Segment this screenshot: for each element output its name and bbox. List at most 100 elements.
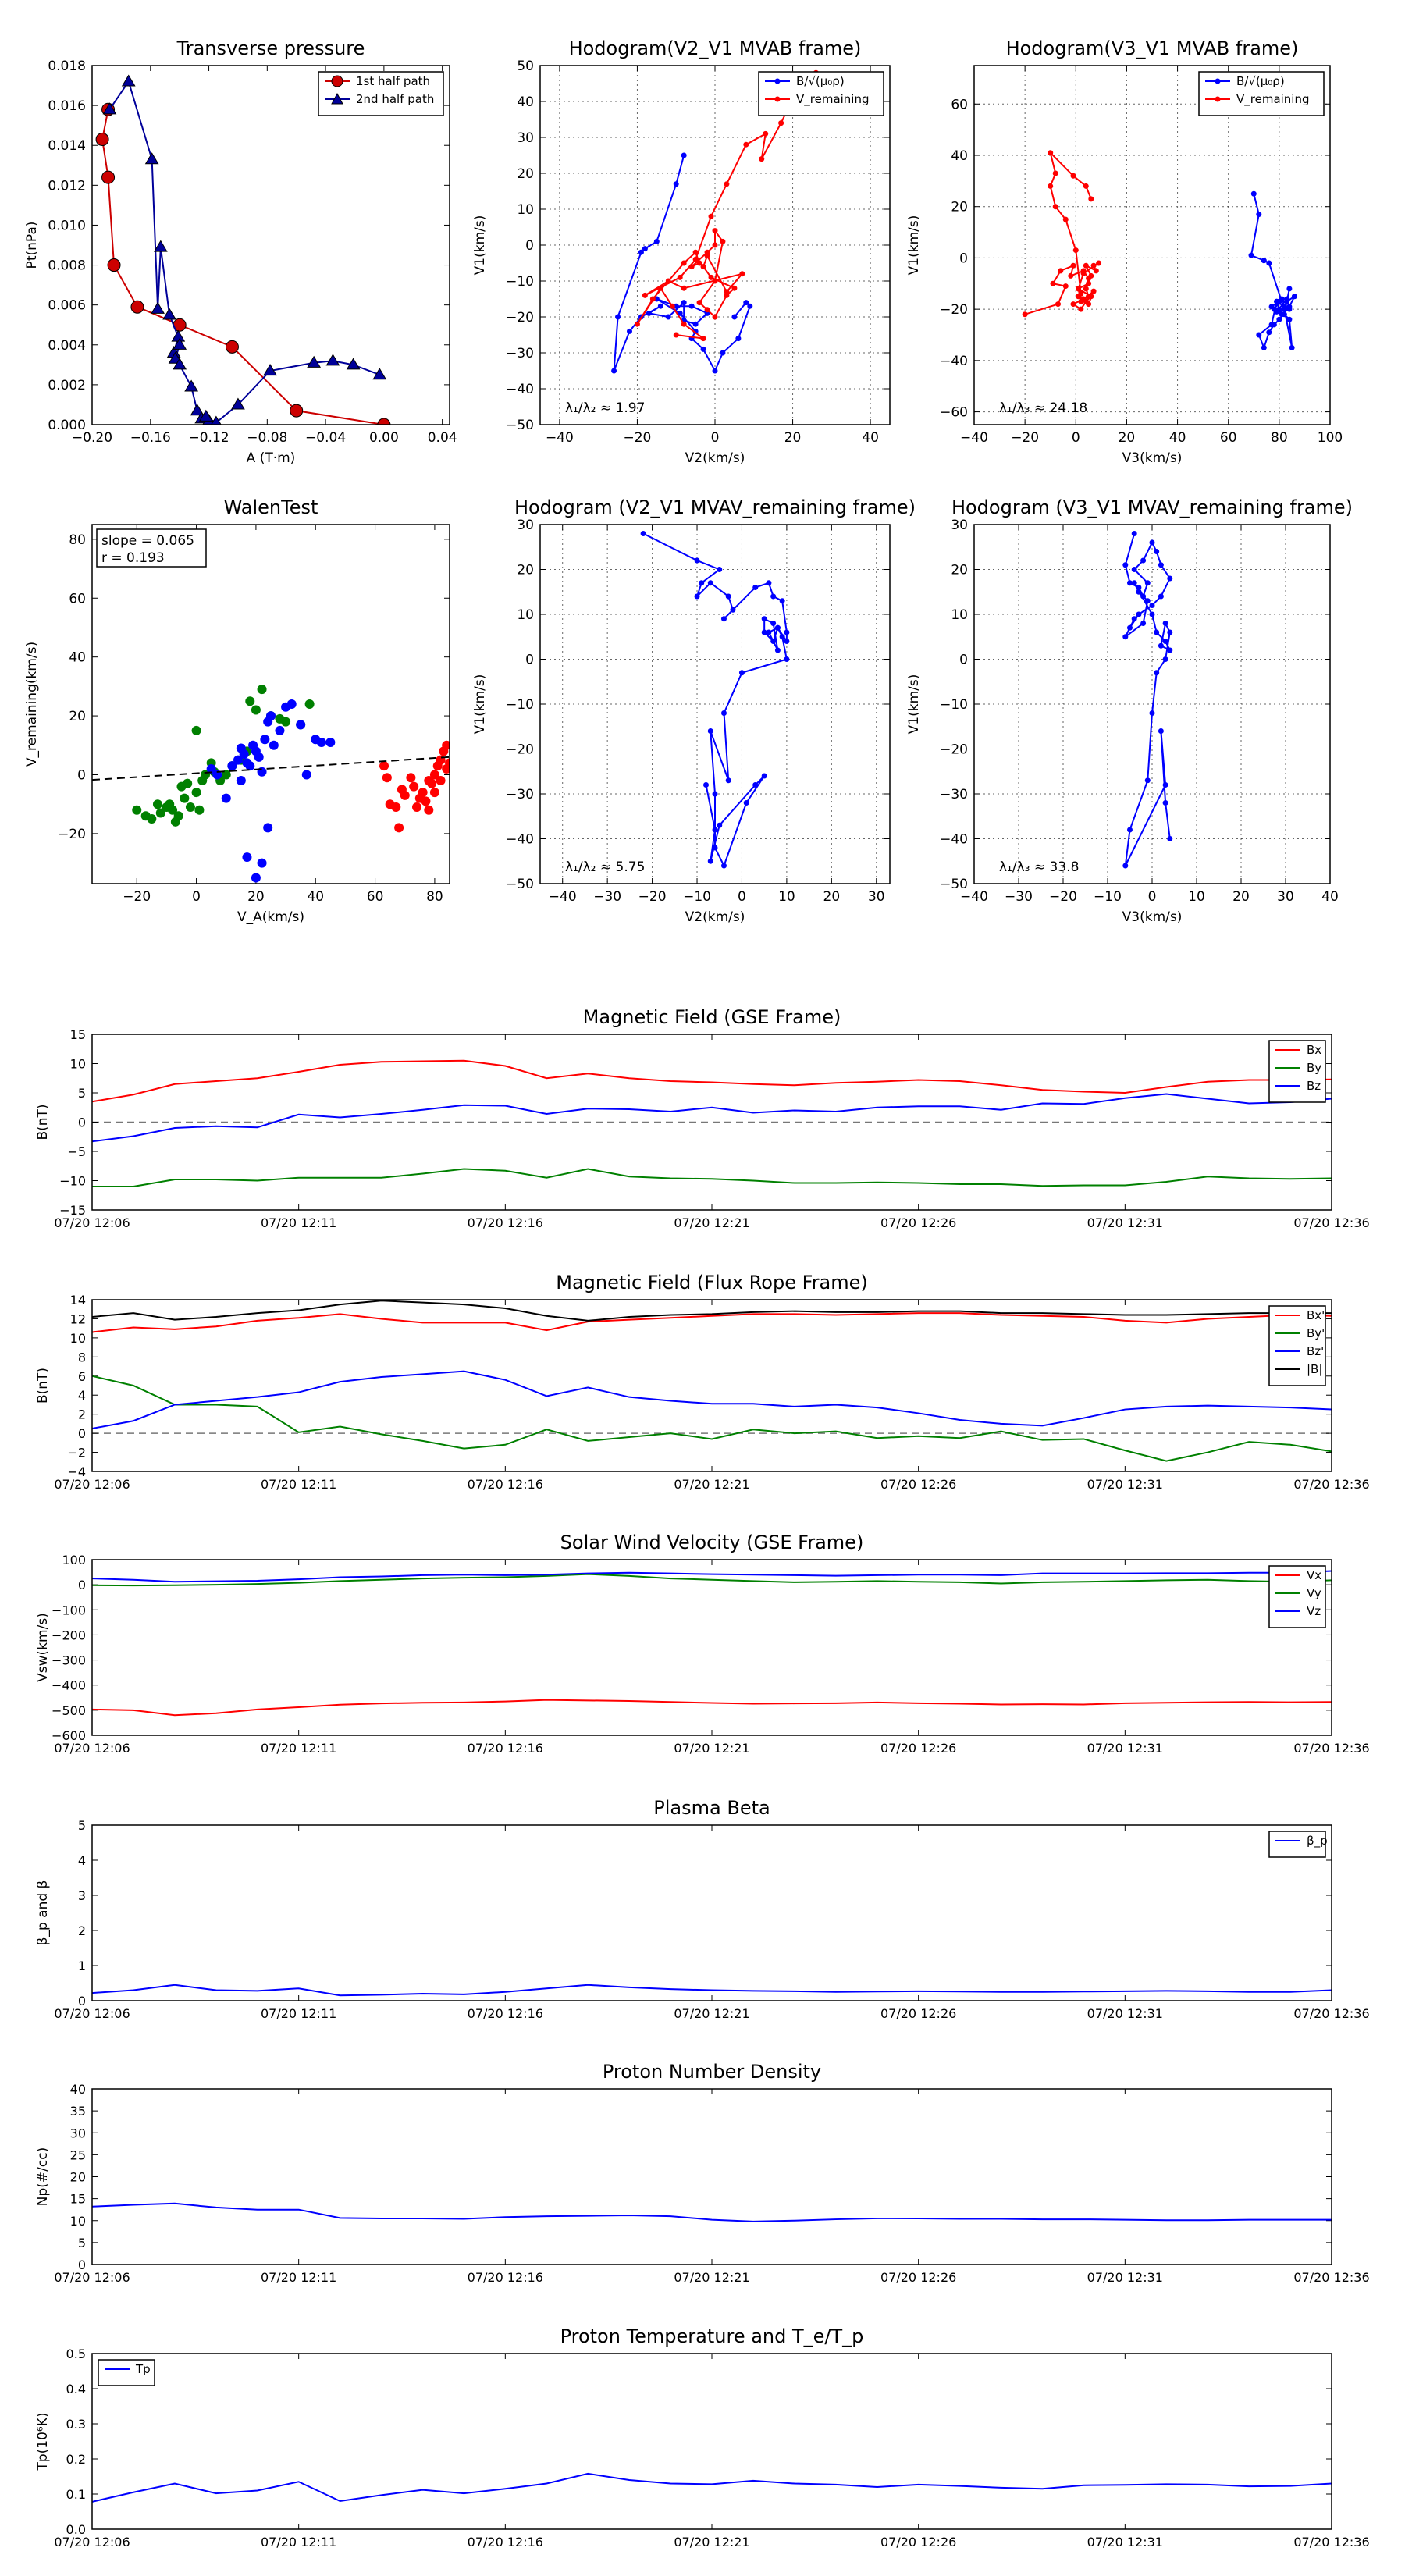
hodogram-v2v1-mvav-series-0-point — [761, 629, 767, 635]
proton-density-xtick-label: 07/20 12:31 — [1087, 2270, 1163, 2285]
hodogram-v2v1-mvav-ytick-label: −50 — [506, 877, 534, 892]
plasma-beta-ytick-label: 4 — [78, 1853, 86, 1868]
hodogram-v3v1-mvab-series-v-remaining-point — [1080, 296, 1087, 302]
pt-chart-series-1st-half-path-point — [101, 170, 116, 184]
hodogram-v2v1-mvav-ytick-label: 30 — [517, 518, 534, 533]
hodogram-v3v1-mvab-series-b-point — [1250, 190, 1257, 197]
hodogram-v2v1-mvab-series-b-point — [626, 328, 632, 334]
walen-test-ytick-label: −20 — [58, 827, 86, 842]
hodogram-v3v1-mvab-xtick-label: −20 — [1011, 430, 1039, 446]
hodogram-v3v1-mvav-series-0-point — [1127, 827, 1133, 833]
pt-chart-series-2nd-half-path-point — [307, 355, 322, 368]
hodogram-v3v1-mvab-ytick-label: −20 — [940, 302, 968, 318]
proton-density-ytick-label: 20 — [70, 2170, 86, 2185]
magnetic-field-gse-ytick-label: −10 — [59, 1174, 86, 1189]
hodogram-v2v1-mvab-series-v-remaining-point — [712, 278, 718, 284]
hodogram-v3v1-mvav-ytick-label: −50 — [940, 877, 968, 892]
hodogram-v2v1-mvav-series-0-point — [699, 580, 705, 586]
walen-test-series-1-point — [316, 738, 326, 748]
hodogram-v2v1-mvav-ytick-label: 10 — [517, 607, 534, 623]
pt-chart-frame — [91, 65, 450, 425]
hodogram-v3v1-mvab-series-v-remaining-point — [1068, 272, 1074, 279]
proton-density-ytick-label: 15 — [70, 2192, 86, 2207]
hodogram-v3v1-mvab-series-b-point — [1291, 294, 1297, 300]
walen-test-series-0-point — [180, 793, 190, 803]
plasma-beta-ytick-label: 1 — [78, 1959, 86, 1973]
hodogram-v2v1-mvav-ytick-label: −30 — [506, 787, 534, 802]
proton-temperature-plot-area — [92, 2472, 1332, 2503]
proton-density-xtick-label: 07/20 12:21 — [674, 2270, 749, 2285]
hodogram-v3v1-mvab-series-v-remaining-point — [1072, 247, 1079, 254]
hodogram-v2v1-mvab-series-v-remaining-point — [708, 213, 714, 219]
hodogram-v3v1-mvab-xtick-label: −40 — [960, 430, 988, 446]
pt-chart-series-1st-half-path-point — [377, 418, 391, 425]
walen-test-series-0-point — [194, 805, 205, 815]
hodogram-v2v1-mvav-xlabel: V2(km/s) — [685, 909, 745, 925]
proton-density-xtick-label: 07/20 12:16 — [468, 2270, 543, 2285]
hodogram-v2v1-mvab-series-v-remaining-point — [657, 285, 663, 291]
hodogram-v2v1-mvab-series-v-remaining-point — [692, 249, 699, 255]
solar-wind-velocity-ytick-label: 0 — [78, 1578, 86, 1592]
hodogram-v2v1-mvab-series-b-point — [653, 238, 660, 244]
pt-chart-xtick-label: −0.08 — [247, 430, 287, 446]
plasma-beta-xtick-label: 07/20 12:26 — [880, 2006, 956, 2021]
pt-chart-xtick-label: −0.04 — [305, 430, 346, 446]
hodogram-v3v1-mvab-series-v-remaining-point — [1078, 306, 1084, 312]
solar-wind-velocity-xtick-label: 07/20 12:11 — [261, 1741, 336, 1756]
walen-test-fit-line — [92, 756, 450, 781]
plasma-beta: Plasma Beta 07/20 12:06 07/20 12:11 07/20 1… — [35, 1797, 1370, 2021]
hodogram-v3v1-mvav-series-0-point — [1144, 777, 1151, 784]
hodogram-v2v1-mvab-series-b-point — [731, 314, 738, 320]
hodogram-v3v1-mvav-series-0-point — [1162, 800, 1168, 806]
hodogram-v3v1-mvab-ytick-label: 0 — [959, 251, 968, 266]
hodogram-v2v1-mvav-series-0-point — [770, 621, 777, 626]
hodogram-v2v1-mvav-frame — [539, 524, 891, 884]
hodogram-v3v1-mvav-series-0-point — [1131, 616, 1137, 622]
proton-temperature-ytick-label: 0.5 — [66, 2347, 86, 2361]
hodogram-v2v1-mvab-xtick-label: −40 — [546, 430, 574, 446]
hodogram-v2v1-mvav-series-0-point — [743, 800, 749, 806]
hodogram-v2v1-mvab-xtick-label: −20 — [623, 430, 651, 446]
hodogram-v2v1-mvab-ylabel: V1(km/s) — [472, 215, 488, 276]
hodogram-v2v1-mvab-xtick-label: 40 — [862, 430, 879, 446]
solar-wind-velocity-ytick-label: −300 — [52, 1653, 86, 1668]
pt-chart-series-2nd-half-path-point — [173, 358, 187, 370]
hodogram-v3v1-mvav-series-0-point — [1144, 580, 1151, 586]
pt-chart-series-1st-half-path-point — [95, 133, 109, 147]
hodogram-v2v1-mvab-ytick-label: 20 — [517, 166, 534, 182]
hodogram-v2v1-mvav-series-0-point — [752, 782, 759, 788]
magnetic-field-flux-rope-legend-bx-label: Bx' — [1307, 1308, 1325, 1322]
pt-chart-series-2nd-half-path-point — [198, 409, 213, 422]
pt-chart-series-2nd-half-path-point — [231, 397, 245, 410]
magnetic-field-gse-series-bx-line — [92, 1059, 1332, 1103]
hodogram-v2v1-mvab-series-v-remaining-point — [665, 278, 671, 284]
hodogram-v3v1-mvab-legend-box — [1198, 71, 1325, 116]
hodogram-v2v1-mvab-xtick-label: 20 — [784, 430, 802, 446]
hodogram-v2v1-mvab-series-v-remaining-point — [712, 228, 718, 234]
walen-test-series-0-point — [221, 770, 231, 780]
hodogram-v2v1-mvav-title: Hodogram (V2_V1 MVAV_remaining frame) — [514, 496, 916, 518]
hodogram-v3v1-mvab-series-v-remaining-point — [1088, 272, 1094, 279]
walen-test-xtick-label: 60 — [367, 889, 384, 905]
hodogram-v3v1-mvav-ytick-label: −20 — [940, 742, 968, 758]
hodogram-v3v1-mvav-xtick-label: −40 — [960, 889, 988, 905]
hodogram-v2v1-mvab-ytick-label: −20 — [506, 310, 534, 326]
hodogram-v2v1-mvav-series-0-point — [770, 639, 777, 644]
hodogram-v3v1-mvab-series-v-remaining-point — [1088, 294, 1094, 300]
hodogram-v3v1-mvav-series-0-point — [1162, 639, 1168, 644]
hodogram-v3v1-mvav-xtick-label: 20 — [1232, 889, 1250, 905]
pt-chart-ytick-label: 0.012 — [48, 178, 86, 194]
hodogram-v2v1-mvab-series-b-point — [673, 303, 679, 309]
hodogram-v3v1-mvab-series-b-point — [1266, 329, 1272, 336]
hodogram-v3v1-mvab-ylabel: V1(km/s) — [906, 215, 922, 276]
solar-wind-velocity-xtick-label: 07/20 12:21 — [674, 1741, 749, 1756]
hodogram-v3v1-mvav-xlabel: V3(km/s) — [1122, 909, 1183, 925]
hodogram-v3v1-mvab-series-v-remaining-point — [1048, 183, 1054, 189]
hodogram-v3v1-mvab-series-v-remaining-point — [1052, 170, 1058, 176]
plasma-beta-ytick-label: 0 — [78, 1994, 86, 2008]
hodogram-v3v1-mvav-series-0-point — [1122, 863, 1129, 869]
walen-test-xlabel: V_A(km/s) — [237, 909, 304, 925]
plasma-beta-ytick-label: 3 — [78, 1888, 86, 1903]
hodogram-v2v1-mvab-series-v-remaining-point — [642, 292, 648, 298]
proton-temperature: Proton Temperature and T_e/T_p 07/20 12:0… — [35, 2325, 1370, 2549]
